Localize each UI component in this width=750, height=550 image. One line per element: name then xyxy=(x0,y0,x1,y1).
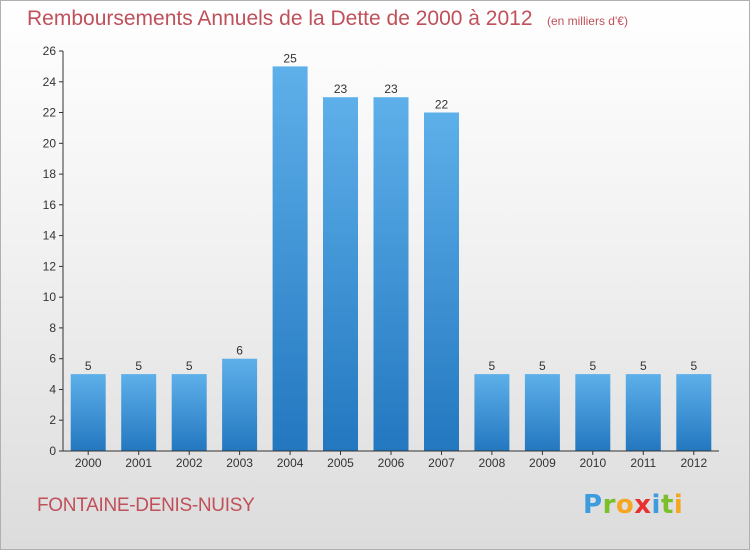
value-label-2001: 5 xyxy=(135,359,142,373)
x-tick-label-2007: 2007 xyxy=(428,456,455,470)
bar-2007 xyxy=(424,112,459,451)
x-tick-label-2003: 2003 xyxy=(226,456,253,470)
x-tick-label-2000: 2000 xyxy=(75,456,102,470)
bar-2003 xyxy=(222,358,258,451)
x-tick-label-2012: 2012 xyxy=(680,456,707,470)
x-tick-label-2010: 2010 xyxy=(579,456,606,470)
y-tick-label-12: 12 xyxy=(43,259,57,273)
value-label-2003: 6 xyxy=(236,344,243,358)
value-label-2008: 5 xyxy=(489,359,496,373)
bar-2009 xyxy=(524,374,560,451)
logo-letter: o xyxy=(615,490,635,520)
x-tick-label-2002: 2002 xyxy=(176,456,203,470)
proxiti-logo[interactable]: Proxiti xyxy=(583,490,683,520)
value-label-2005: 23 xyxy=(334,82,348,96)
logo-letter: i xyxy=(651,490,661,520)
y-tick-label-24: 24 xyxy=(43,75,57,89)
x-tick-label-2001: 2001 xyxy=(125,456,152,470)
value-label-2012: 5 xyxy=(690,359,697,373)
bar-2005 xyxy=(323,97,358,451)
bar-2012 xyxy=(676,374,712,451)
value-label-2000: 5 xyxy=(85,359,92,373)
value-label-2009: 5 xyxy=(539,359,546,373)
y-tick-label-6: 6 xyxy=(49,352,56,366)
bars-group: 5 5 5 6 25 23 23 22 5 5 5 5 5 xyxy=(70,51,712,452)
value-label-2010: 5 xyxy=(589,359,596,373)
logo-letter: i xyxy=(673,490,684,520)
x-tick-label-2008: 2008 xyxy=(479,456,506,470)
y-tick-label-22: 22 xyxy=(43,106,57,120)
x-tick-label-2011: 2011 xyxy=(630,456,656,470)
bar-2004 xyxy=(272,66,308,452)
bar-2010 xyxy=(575,374,611,451)
bar-2008 xyxy=(474,374,510,451)
title-row: Remboursements Annuels de la Dette de 20… xyxy=(27,7,628,31)
x-tick-label-2009: 2009 xyxy=(529,456,556,470)
x-tick-label-2004: 2004 xyxy=(277,456,304,470)
y-tick-label-16: 16 xyxy=(43,198,57,212)
value-label-2011: 5 xyxy=(640,359,647,373)
x-tick-label-2006: 2006 xyxy=(378,456,405,470)
logo-letter: r xyxy=(602,490,616,520)
bar-2002 xyxy=(171,374,207,451)
y-tick-label-10: 10 xyxy=(43,290,57,304)
logo-letter: P xyxy=(583,490,603,520)
y-tick-label-2: 2 xyxy=(49,413,56,427)
bar-2011 xyxy=(625,374,661,451)
bar-2006 xyxy=(373,97,409,451)
y-tick-label-14: 14 xyxy=(43,229,57,243)
value-label-2007: 22 xyxy=(435,98,449,112)
axes-group: 2000 2001 2002 2003 2004 2005 2006 2007 2008 2009… xyxy=(43,44,719,470)
y-tick-label-18: 18 xyxy=(43,167,57,181)
y-tick-label-26: 26 xyxy=(43,44,57,58)
commune-name: FONTAINE-DENIS-NUISY xyxy=(37,495,255,516)
y-tick-label-0: 0 xyxy=(49,444,56,458)
y-tick-label-20: 20 xyxy=(43,136,57,150)
y-tick-label-8: 8 xyxy=(49,321,56,335)
chart-unit: (en milliers d'€) xyxy=(546,14,628,28)
bar-2000 xyxy=(70,374,106,451)
logo-letter: x xyxy=(634,490,652,520)
y-tick-label-4: 4 xyxy=(49,383,56,397)
value-label-2002: 5 xyxy=(186,359,193,373)
x-tick-label-2005: 2005 xyxy=(327,456,354,470)
value-label-2004: 25 xyxy=(283,51,297,65)
bar-2001 xyxy=(121,374,157,451)
chart-title: Remboursements Annuels de la Dette de 20… xyxy=(27,7,533,30)
value-label-2006: 23 xyxy=(384,82,398,96)
logo-letter: t xyxy=(660,490,674,520)
